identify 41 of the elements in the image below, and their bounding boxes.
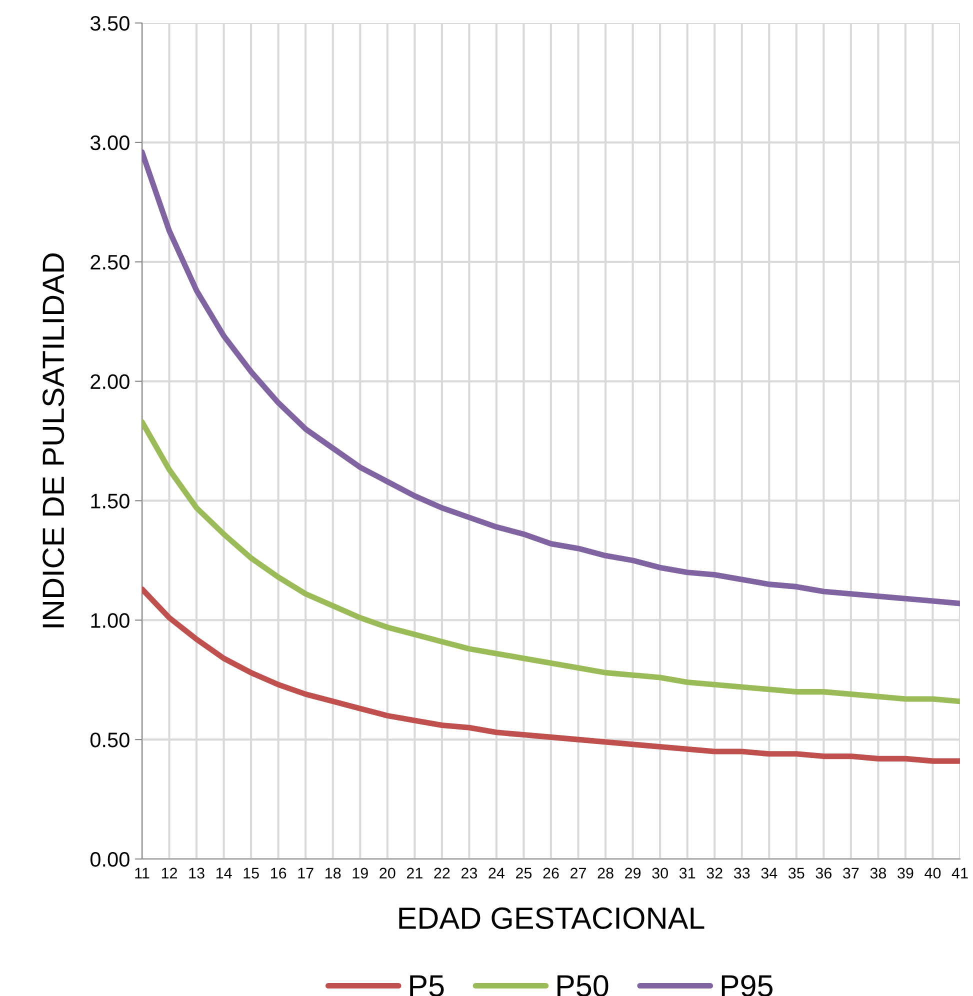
x-tick-label: 12 bbox=[162, 868, 177, 878]
x-tick-label: 24 bbox=[488, 868, 505, 878]
x-tick-label: 33 bbox=[734, 868, 750, 879]
y-tick-label: 0.00 bbox=[90, 852, 130, 867]
x-tick-label: 17 bbox=[298, 868, 314, 878]
x-tick-label: 34 bbox=[761, 868, 778, 879]
x-tick-label: 21 bbox=[406, 868, 422, 878]
x-tick-label: 36 bbox=[816, 868, 832, 879]
x-tick-label: 31 bbox=[679, 868, 696, 879]
x-tick-label: 35 bbox=[788, 868, 804, 879]
x-tick-label: 40 bbox=[924, 868, 941, 879]
x-tick-label: 18 bbox=[326, 868, 341, 879]
x-tick-label: 16 bbox=[271, 868, 286, 879]
y-axis-title: INDICE DE PULSATILIDAD bbox=[42, 253, 64, 628]
x-tick-label: 41 bbox=[952, 868, 968, 878]
y-tick-label: 3.50 bbox=[90, 16, 130, 31]
x-tick-label: 28 bbox=[598, 868, 614, 879]
x-tick-label: 20 bbox=[380, 868, 396, 879]
x-tick-label: 39 bbox=[898, 868, 914, 879]
x-tick-label: 15 bbox=[244, 868, 259, 879]
x-tick-label: 14 bbox=[216, 868, 232, 878]
x-tick-label: 13 bbox=[189, 868, 204, 879]
y-tick-label: 3.00 bbox=[90, 135, 130, 150]
y-tick-label: 2.50 bbox=[90, 254, 130, 270]
x-tick-label: 38 bbox=[870, 868, 886, 879]
y-tick-label: 1.00 bbox=[91, 613, 130, 628]
y-tick-label: 0.50 bbox=[90, 732, 130, 748]
x-tick-label: 29 bbox=[625, 868, 641, 879]
x-tick-label: 32 bbox=[706, 868, 722, 879]
x-tick-label: 25 bbox=[516, 868, 532, 879]
x-tick-label: 30 bbox=[652, 868, 668, 879]
x-tick-label: 19 bbox=[352, 868, 368, 879]
y-tick-label: 2.00 bbox=[90, 374, 130, 390]
x-tick-label: 27 bbox=[570, 868, 586, 878]
x-tick-label: 26 bbox=[543, 868, 559, 879]
x-tick-label: 37 bbox=[843, 868, 859, 879]
x-tick-label: 11 bbox=[135, 868, 150, 878]
x-tick-label: 22 bbox=[434, 868, 450, 878]
x-tick-label: 23 bbox=[461, 868, 478, 879]
y-tick-label: 1.50 bbox=[91, 494, 130, 508]
x-axis-title: EDAD GESTACIONAL bbox=[399, 907, 704, 930]
